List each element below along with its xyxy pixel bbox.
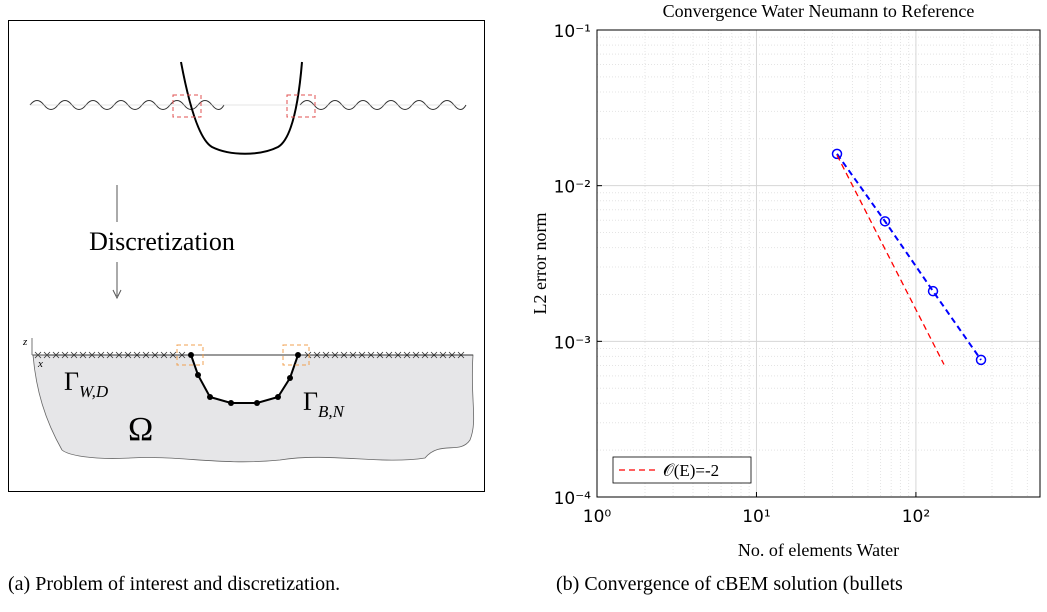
intersection-box (172, 94, 202, 118)
x-axis-label: No. of elements Water (738, 540, 899, 560)
series-line (836, 154, 945, 365)
marker (831, 148, 843, 160)
chart: 10⁰ 10¹ 10² 10⁻⁴ 10⁻³ 10⁻² 10⁻¹ Convergence Wat… (530, 1, 1041, 560)
y-tick-label: 10⁻³ (554, 333, 591, 353)
node (195, 372, 201, 378)
x-tick-label: 10⁰ (583, 507, 612, 527)
axis-x: x (37, 358, 43, 370)
y-tick-label: 10⁻² (554, 178, 591, 198)
node (228, 400, 234, 406)
node (254, 400, 260, 406)
marker (879, 216, 891, 227)
intersection-box (282, 344, 310, 366)
marker (975, 354, 987, 366)
intersection-box (286, 94, 316, 118)
caption: (a) Problem of interest and discretizati… (8, 573, 340, 595)
series-line (836, 153, 982, 361)
hull (180, 61, 303, 155)
caption: (b) Convergence of cBEM solution (bullet… (556, 573, 903, 595)
domain (32, 354, 475, 463)
gamma-sub: W,D (79, 382, 109, 401)
node (287, 375, 293, 381)
gamma-symbol: Γ (64, 367, 79, 396)
marker (927, 285, 939, 297)
y-axis-label: L2 error norm (530, 213, 550, 315)
y-tick-label: 10⁻⁴ (554, 489, 592, 509)
chart-title: Convergence Water Neumann to Reference (663, 1, 975, 21)
body-boundary (190, 354, 299, 404)
arrow-head (112, 289, 122, 300)
node (188, 352, 194, 358)
legend-label: 𝒪(E)=-2 (663, 461, 719, 480)
omega: Ω (128, 411, 153, 448)
intersection-box (176, 344, 204, 366)
gamma-w: ΓW,D (64, 367, 109, 401)
axis-z: z (22, 336, 28, 348)
gamma-sub: B,N (318, 402, 346, 421)
panel-a: Discretization z x ΓW,D Ω ΓB,N (8, 20, 485, 492)
legend-box (612, 456, 752, 484)
x-tick-label: 10² (902, 507, 930, 527)
plot-frame (596, 29, 1041, 498)
arrow-label: Discretization (89, 227, 235, 256)
coord-axes (31, 338, 48, 356)
node (207, 394, 213, 400)
gamma-b: ΓB,N (303, 387, 346, 421)
x-tick-label: 10¹ (742, 507, 770, 527)
y-tick-label: 10⁻¹ (554, 22, 591, 42)
node (275, 394, 281, 400)
body-nodes (188, 352, 301, 406)
gamma-symbol: Γ (303, 387, 318, 416)
panel-frame (8, 20, 485, 492)
node (295, 352, 301, 358)
